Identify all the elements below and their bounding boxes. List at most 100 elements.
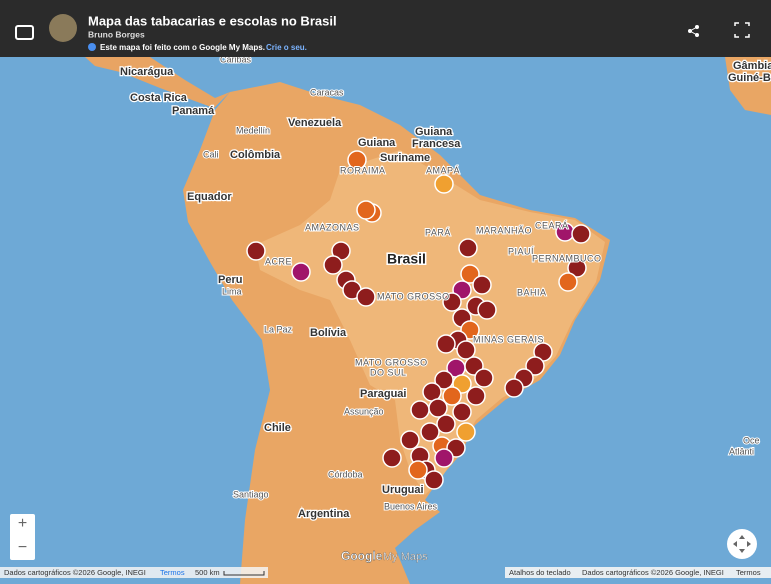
map-label: Francesa <box>412 138 461 150</box>
place-marker[interactable] <box>460 264 480 284</box>
map-label: Argentina <box>298 508 350 520</box>
place-marker[interactable] <box>442 386 462 406</box>
footer-data: Dados cartográficos ©2026 Google, INEGI <box>582 568 724 577</box>
map-label: PIAUÍ <box>508 246 534 256</box>
map-label: PERNAMBUCO <box>532 253 602 263</box>
footer-data: Dados cartográficos ©2026 Google, INEGI <box>4 568 146 577</box>
place-marker[interactable] <box>458 238 478 258</box>
place-marker[interactable] <box>525 356 545 376</box>
map-label: Lima <box>222 286 242 296</box>
place-marker[interactable] <box>382 448 402 468</box>
map-label: AMAZONAS <box>305 222 360 232</box>
scale-label: 500 km <box>195 568 220 577</box>
map-label: Guiana <box>358 137 396 149</box>
map-label: Assunção <box>344 406 384 416</box>
map-label: Buenos Aires <box>384 501 438 511</box>
locate-button[interactable] <box>727 529 757 559</box>
place-marker[interactable] <box>571 224 591 244</box>
map-label: Cali <box>203 149 219 159</box>
place-marker[interactable] <box>246 241 266 261</box>
map-label: Colômbia <box>230 149 281 161</box>
place-marker[interactable] <box>434 370 454 390</box>
place-marker[interactable] <box>420 422 440 442</box>
central-america <box>85 57 230 108</box>
map-label: Chile <box>264 422 291 434</box>
map-label: Suriname <box>380 152 430 164</box>
place-marker[interactable] <box>347 150 367 170</box>
place-marker[interactable] <box>323 255 343 275</box>
map-label: DO SUL <box>370 367 407 377</box>
place-marker[interactable] <box>477 300 497 320</box>
brazil <box>255 150 605 495</box>
place-marker[interactable] <box>504 378 524 398</box>
map-label: PARÁ <box>425 227 451 237</box>
scale-bar <box>223 571 265 576</box>
map-label: CEARÁ <box>535 220 569 230</box>
place-marker[interactable] <box>434 174 454 194</box>
map-label: Medellín <box>236 125 270 135</box>
keyboard-shortcuts[interactable]: Atalhos do teclado <box>509 568 571 577</box>
map-label: ACRE <box>265 256 292 266</box>
place-marker[interactable] <box>356 287 376 307</box>
map-label: Bolívia <box>310 327 347 339</box>
map-label: Caracas <box>310 87 344 97</box>
map-label: Uruguai <box>382 484 424 496</box>
place-marker[interactable] <box>410 400 430 420</box>
map-label: Venezuela <box>288 117 342 129</box>
place-marker[interactable] <box>452 402 472 422</box>
place-marker[interactable] <box>291 262 311 282</box>
place-marker[interactable] <box>558 272 578 292</box>
place-marker[interactable] <box>474 368 494 388</box>
footer-terms[interactable]: Termos <box>160 568 185 577</box>
place-marker[interactable] <box>472 275 492 295</box>
share-button[interactable] <box>688 25 699 37</box>
map-label: Paraguai <box>360 388 406 400</box>
footer-right <box>505 567 771 578</box>
place-marker[interactable] <box>434 448 454 468</box>
info-link[interactable]: Crie o seu. <box>266 43 307 52</box>
map-label: MATO GROSSO <box>377 291 450 301</box>
map-label: Guiné-B <box>728 72 771 84</box>
map-label: Brasil <box>387 251 426 267</box>
map-label: BAHIA <box>517 287 547 297</box>
place-marker[interactable] <box>442 292 462 312</box>
map-label: MARANHÃO <box>476 225 532 235</box>
fullscreen-button[interactable] <box>734 22 750 38</box>
place-marker[interactable] <box>466 386 486 406</box>
map-label: Oce <box>743 435 760 445</box>
footer-left <box>0 567 268 578</box>
zoom-out[interactable]: − <box>18 539 27 556</box>
place-marker[interactable] <box>356 200 376 220</box>
map-label: Equador <box>187 191 232 203</box>
place-marker[interactable] <box>436 414 456 434</box>
place-marker[interactable] <box>456 422 476 442</box>
logo-mymaps: My Maps <box>383 551 428 563</box>
map-label: Santiago <box>233 489 269 499</box>
place-marker[interactable] <box>400 430 420 450</box>
sidebar-button[interactable] <box>15 25 34 40</box>
footer-terms[interactable]: Termos <box>736 568 761 577</box>
place-marker[interactable] <box>567 258 587 278</box>
place-marker[interactable] <box>424 470 444 490</box>
africa <box>725 57 771 115</box>
place-marker[interactable] <box>436 334 456 354</box>
map-label: MINAS GERAIS <box>473 334 544 344</box>
place-marker[interactable] <box>456 340 476 360</box>
map-label: Nicarágua <box>120 66 174 78</box>
map-label: AMAPÁ <box>426 165 460 175</box>
author-avatar <box>49 14 77 42</box>
place-marker[interactable] <box>428 398 448 418</box>
logo-google: Google <box>341 549 383 563</box>
info-icon <box>88 43 96 51</box>
place-marker[interactable] <box>408 460 428 480</box>
map-label: La Paz <box>264 324 293 334</box>
zoom-in[interactable]: + <box>18 515 27 532</box>
map-label: RORAIMA <box>340 165 386 175</box>
header-bar <box>0 0 771 57</box>
zoom-control <box>10 514 35 560</box>
map-label: Córdoba <box>328 469 363 479</box>
locate-icon <box>733 535 751 553</box>
map-title: Mapa das tabacarias e escolas no Brasil <box>88 13 337 28</box>
info-text: Este mapa foi feito com o Google My Maps… <box>100 43 265 52</box>
